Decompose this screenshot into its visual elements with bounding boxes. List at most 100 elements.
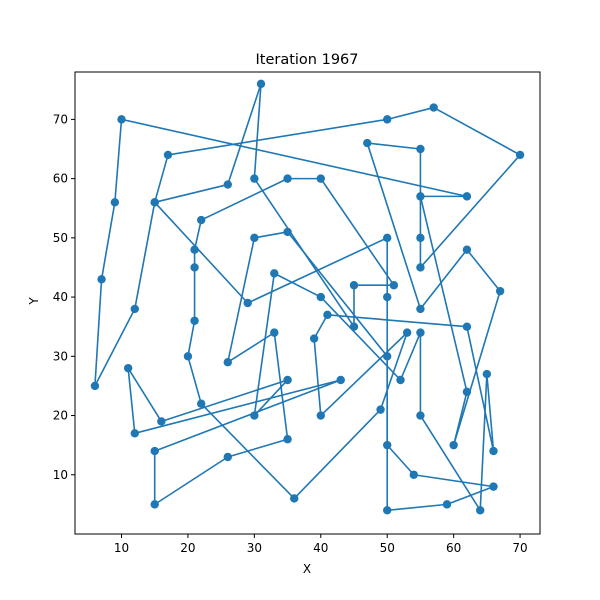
data-point [416,304,425,314]
data-point [462,245,472,254]
tour-segment [226,237,256,364]
data-point [416,144,425,154]
y-tick-label: 20 [53,409,68,423]
y-tick-label: 10 [53,468,68,482]
data-point [489,446,498,456]
data-point [243,298,252,308]
tour-segment [319,177,395,287]
data-point [409,470,418,479]
tour-segment [412,473,495,488]
data-point [130,429,139,438]
axes: 10 20 30 40 50 60 70 10 20 30 40 50 60 70 [53,71,541,555]
data-point [349,281,359,290]
tour-segment [479,373,488,512]
x-tick-label: 60 [446,541,461,555]
tour-segment [419,195,468,393]
data-point [442,500,452,509]
tour-segment [226,438,289,458]
data-point [383,115,392,124]
data-point [309,334,319,343]
data-point [336,375,345,385]
tour-segment [200,177,289,221]
y-tick-label: 30 [53,349,68,363]
tour-segment [386,444,415,476]
data-point [110,198,120,207]
x-tick-label: 70 [512,541,527,555]
tour-segment [193,219,203,251]
tour-segment [386,503,448,512]
data-point [376,405,385,414]
data-point [197,399,206,408]
tour-segment [153,379,342,452]
data-point [316,292,325,302]
data-point [190,316,199,325]
data-point [429,103,438,112]
x-tick-label: 20 [180,541,195,555]
data-point [416,233,425,243]
data-point [163,150,173,160]
tour-segment [253,231,289,239]
plot-frame [74,71,541,535]
data-point [97,275,106,284]
data-point [383,506,392,515]
data-point [223,358,232,367]
data-point [90,381,100,391]
tour-segment [386,106,435,121]
x-tick-label: 10 [114,541,129,555]
tour-segment [326,314,468,328]
data-point [283,435,292,444]
data-point [250,174,259,183]
tour-segment [100,201,116,281]
tour-segment [127,367,136,435]
data-point [256,79,266,89]
data-point [223,452,232,462]
data-point [117,115,126,124]
data-point [383,352,392,361]
data-point [316,411,325,420]
data-point [349,322,359,331]
data-point [402,328,412,337]
data-point [283,227,292,237]
data-point [416,328,425,337]
tour-segment [313,314,329,340]
tour-segment [286,231,389,358]
data-point [389,281,399,290]
tour-segment [226,331,276,364]
x-axis-label: X [303,562,311,576]
tour-segment [94,308,136,387]
data-point [250,411,259,420]
tour-segment [160,379,289,423]
tour-segment [94,278,103,387]
x-tick-label: 40 [313,541,328,555]
tour-segment [293,408,382,500]
tour-segment [379,331,408,411]
y-tick-label: 70 [53,112,68,126]
data-point [157,417,166,426]
data-point [383,233,392,243]
tour-segment [187,355,203,405]
data-point [270,328,279,337]
tour-segment [399,331,422,381]
tour-segment [167,118,389,156]
data-point [462,322,472,331]
data-point [396,375,405,385]
data-point [190,263,199,272]
data-point [150,500,159,509]
data-point [462,387,472,397]
tour-segment [114,118,123,204]
data-point [270,269,279,278]
tour-segment [466,248,501,292]
data-point [416,263,425,272]
y-tick-label: 50 [53,231,68,245]
data-point [283,174,292,183]
data-point [150,198,159,207]
tour-segment [153,201,249,304]
tour-segment [419,154,521,269]
data-point [515,150,525,160]
tour-segment [466,325,495,452]
tour-segment [133,201,156,310]
tour-segment [153,456,229,506]
x-tick-label: 50 [380,541,395,555]
chart-title: Iteration 1967 [255,52,358,68]
data-point [495,286,505,296]
